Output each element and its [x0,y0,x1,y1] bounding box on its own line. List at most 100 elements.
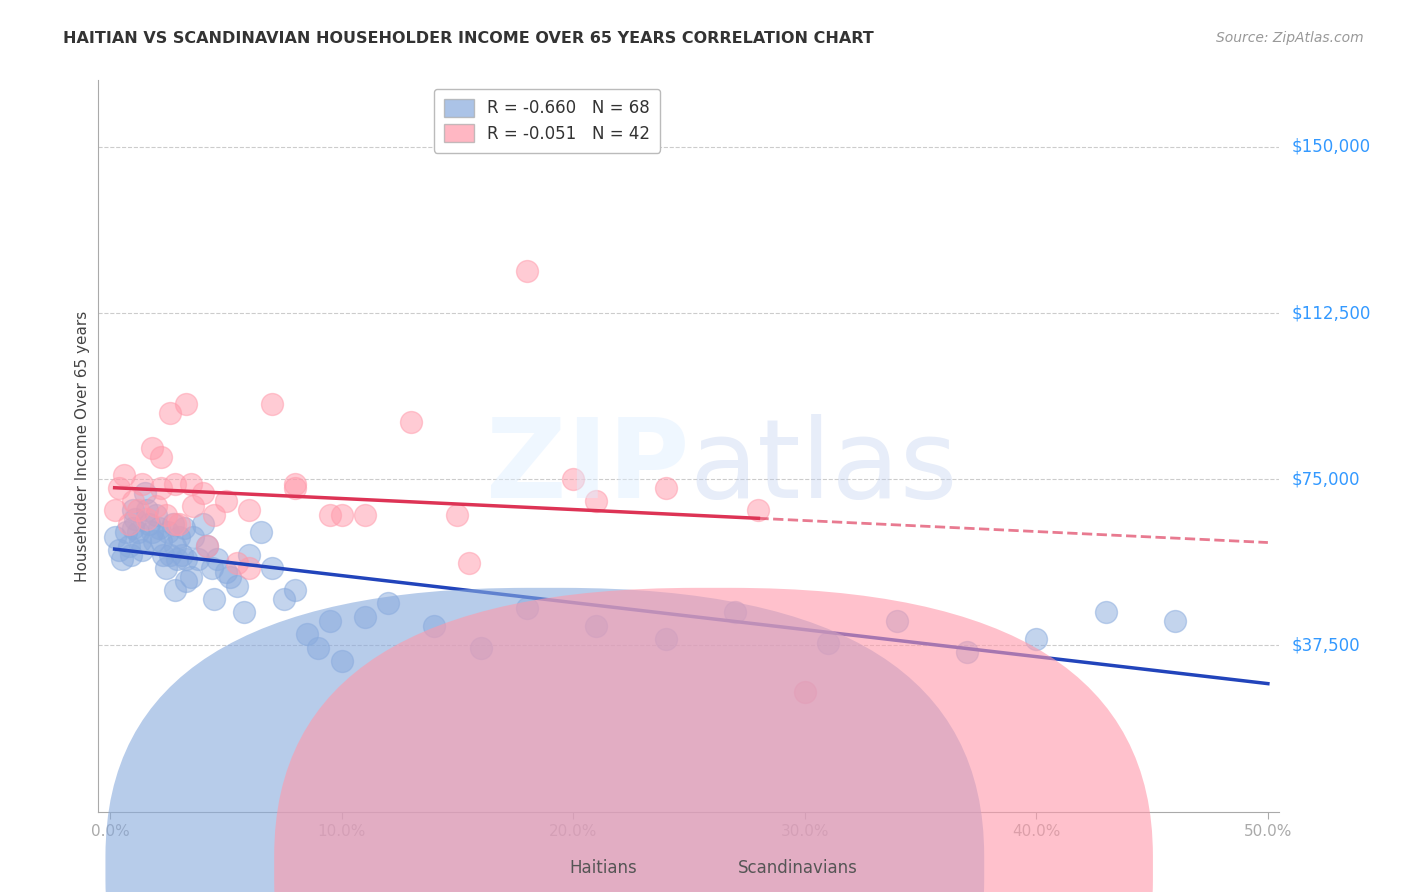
Point [183,499,205,513]
Point [163,583,186,598]
Point [423,618,446,632]
Point [226,557,249,571]
Point [655,632,678,646]
Point [562,472,585,486]
Point [1094,605,1116,619]
Point [215,566,238,580]
Point [110,552,132,566]
Text: $75,000: $75,000 [1291,470,1360,488]
Point [319,508,342,522]
Point [176,552,198,566]
Point [724,605,747,619]
Point [201,561,224,575]
Point [141,525,163,540]
Point [115,525,138,540]
Point [120,548,142,562]
Point [108,481,131,495]
Point [117,516,139,531]
Point [284,481,307,495]
Point [516,264,538,278]
Point [149,534,172,549]
Point [141,441,163,455]
Point [307,640,329,655]
Point [956,645,979,659]
Point [205,552,228,566]
Point [149,450,172,464]
Point [180,476,202,491]
Legend: R = -0.660   N = 68, R = -0.051   N = 42: R = -0.660 N = 68, R = -0.051 N = 42 [434,88,661,153]
Text: Haitians: Haitians [569,859,637,877]
Point [202,591,225,606]
Point [1025,632,1047,646]
Point [131,543,153,558]
Point [163,539,186,553]
Point [183,530,205,544]
Point [202,508,225,522]
Point [170,548,193,562]
Point [173,521,195,535]
Point [191,485,214,500]
Point [127,503,149,517]
Point [138,516,160,531]
Point [470,640,492,655]
Point [155,508,177,522]
Point [399,415,422,429]
Point [793,685,815,699]
Point [180,570,202,584]
Point [104,530,127,544]
Text: atlas: atlas [689,415,957,522]
Point [187,552,209,566]
Point [195,539,218,553]
Point [330,508,353,522]
Point [353,508,375,522]
Point [145,508,167,522]
Point [117,539,139,553]
Y-axis label: Householder Income Over 65 years: Householder Income Over 65 years [75,310,90,582]
Point [262,397,284,411]
Point [273,591,295,606]
Point [134,485,156,500]
Text: $112,500: $112,500 [1291,304,1371,322]
Point [129,534,152,549]
Point [149,481,172,495]
Point [249,525,271,540]
Point [353,609,375,624]
Point [886,614,908,628]
Point [127,525,149,540]
Point [169,516,191,531]
Point [163,516,186,531]
Point [148,521,170,535]
Point [131,476,153,491]
Point [159,406,181,420]
Point [176,574,198,589]
Point [330,654,353,668]
Point [238,548,260,562]
Point [155,561,177,575]
Point [238,561,260,575]
Point [166,552,188,566]
Point [215,494,238,508]
Point [143,534,166,549]
Point [191,516,214,531]
Point [747,503,769,517]
Point [112,467,135,482]
Text: Source: ZipAtlas.com: Source: ZipAtlas.com [1216,31,1364,45]
Point [295,627,318,641]
Point [262,561,284,575]
Point [585,618,607,632]
Point [145,499,167,513]
Text: HAITIAN VS SCANDINAVIAN HOUSEHOLDER INCOME OVER 65 YEARS CORRELATION CHART: HAITIAN VS SCANDINAVIAN HOUSEHOLDER INCO… [63,31,875,46]
Point [159,548,181,562]
Point [284,583,307,598]
Point [122,521,145,535]
Point [284,476,307,491]
Text: Scandinavians: Scandinavians [738,859,858,877]
Point [238,503,260,517]
Point [156,525,179,540]
Point [136,512,159,526]
Point [176,397,198,411]
Text: $150,000: $150,000 [1291,137,1371,156]
Point [136,503,159,517]
Point [516,600,538,615]
Point [226,579,249,593]
